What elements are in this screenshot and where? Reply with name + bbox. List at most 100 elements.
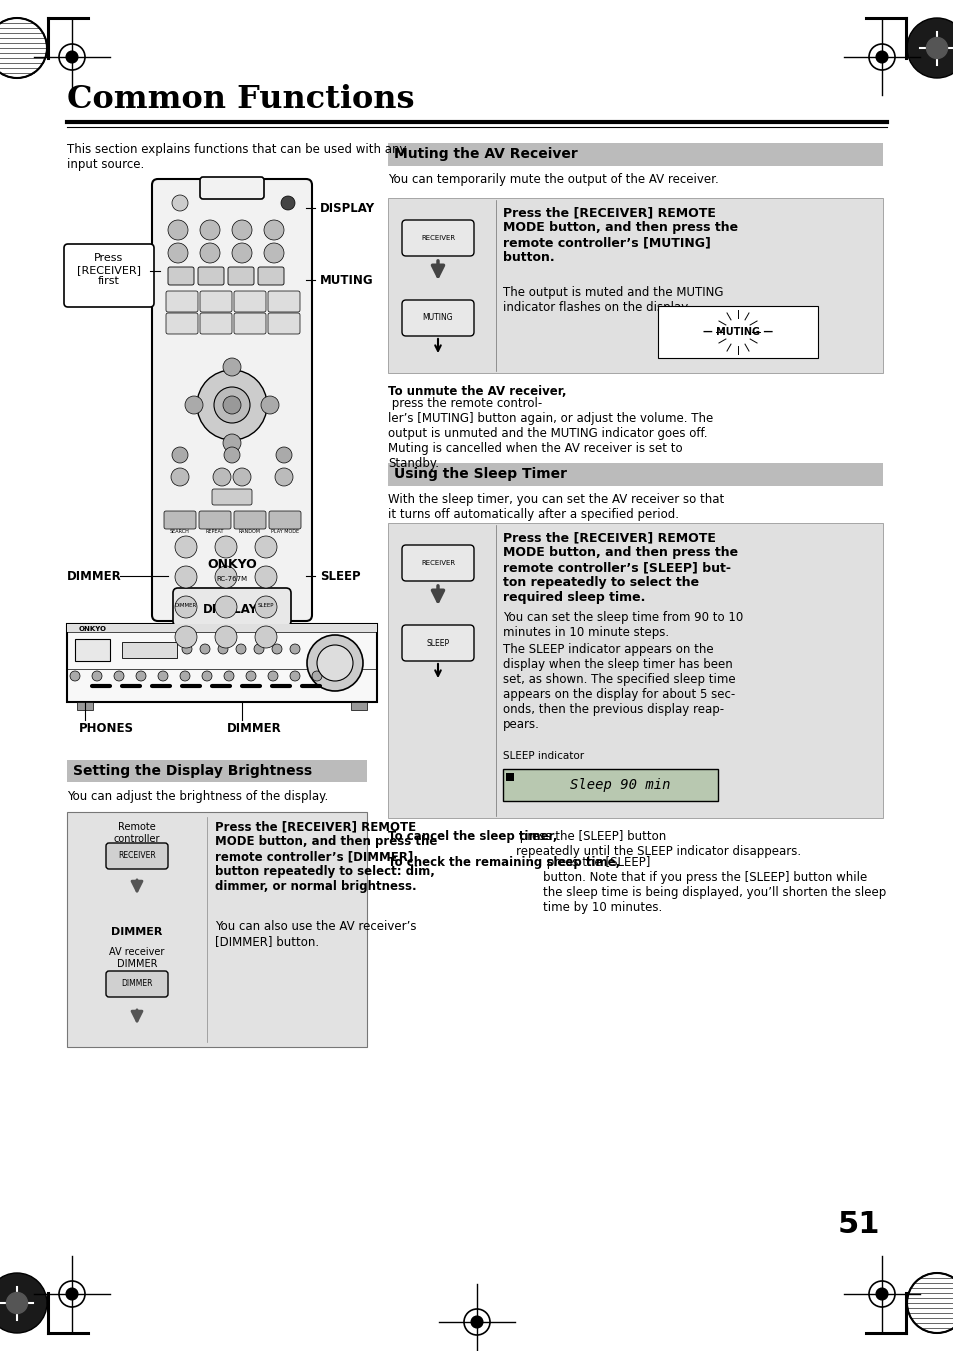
Text: RECEIVER: RECEIVER — [420, 235, 455, 240]
Circle shape — [171, 467, 189, 486]
Circle shape — [168, 220, 188, 240]
Circle shape — [224, 671, 233, 681]
Circle shape — [214, 566, 236, 588]
Circle shape — [253, 644, 264, 654]
Bar — [388, 199, 882, 373]
Text: To check the remaining sleep time,: To check the remaining sleep time, — [388, 857, 619, 869]
Circle shape — [214, 596, 236, 617]
FancyBboxPatch shape — [257, 267, 284, 285]
Circle shape — [200, 644, 210, 654]
Circle shape — [875, 51, 887, 63]
Circle shape — [290, 671, 299, 681]
Circle shape — [875, 1288, 887, 1300]
FancyBboxPatch shape — [233, 313, 266, 334]
Circle shape — [925, 38, 946, 58]
Bar — [658, 305, 817, 358]
Circle shape — [275, 447, 292, 463]
Text: 51: 51 — [837, 1210, 880, 1239]
Text: SEARCH: SEARCH — [170, 530, 190, 534]
Text: The output is muted and the MUTING
indicator flashes on the display.: The output is muted and the MUTING indic… — [502, 286, 722, 313]
Text: ONKYO: ONKYO — [207, 558, 256, 571]
Circle shape — [174, 596, 196, 617]
Circle shape — [268, 671, 277, 681]
FancyBboxPatch shape — [152, 178, 312, 621]
Text: You can adjust the brightness of the display.: You can adjust the brightness of the dis… — [67, 790, 328, 802]
Bar — [67, 624, 376, 632]
Text: DIMMER: DIMMER — [227, 721, 281, 735]
Text: press the remote control-
ler’s [MUTING] button again, or adjust the volume. The: press the remote control- ler’s [MUTING]… — [388, 397, 713, 470]
Circle shape — [307, 635, 363, 690]
Circle shape — [471, 1316, 482, 1328]
Circle shape — [7, 1293, 28, 1313]
Circle shape — [214, 536, 236, 558]
Circle shape — [906, 18, 953, 78]
Circle shape — [218, 644, 228, 654]
Circle shape — [174, 626, 196, 648]
Text: PHONES: PHONES — [79, 721, 133, 735]
FancyBboxPatch shape — [233, 511, 266, 530]
Circle shape — [224, 447, 240, 463]
FancyBboxPatch shape — [164, 511, 195, 530]
Text: press the [SLEEP] button
repeatedly until the SLEEP indicator disappears.: press the [SLEEP] button repeatedly unti… — [516, 830, 801, 858]
Text: This section explains functions that can be used with any
input source.: This section explains functions that can… — [67, 143, 406, 172]
Circle shape — [281, 196, 294, 209]
Text: Press
[RECEIVER]
first: Press [RECEIVER] first — [77, 253, 141, 286]
Circle shape — [254, 536, 276, 558]
Text: DIMMER: DIMMER — [67, 570, 122, 582]
Bar — [502, 769, 718, 801]
Bar — [67, 812, 367, 1047]
Circle shape — [261, 396, 278, 413]
Circle shape — [200, 220, 220, 240]
Circle shape — [233, 467, 251, 486]
Text: SLEEP: SLEEP — [426, 639, 449, 647]
Text: DISPLAY: DISPLAY — [319, 201, 375, 215]
FancyBboxPatch shape — [200, 313, 232, 334]
Bar — [122, 642, 177, 658]
Text: ONKYO: ONKYO — [79, 626, 107, 632]
Circle shape — [264, 220, 284, 240]
Bar — [75, 639, 110, 661]
FancyBboxPatch shape — [200, 290, 232, 312]
FancyBboxPatch shape — [233, 290, 266, 312]
FancyBboxPatch shape — [168, 267, 193, 285]
Text: PLAY MODE: PLAY MODE — [271, 530, 298, 534]
Text: Setting the Display Brightness: Setting the Display Brightness — [73, 765, 312, 778]
FancyBboxPatch shape — [212, 489, 252, 505]
Text: SLEEP: SLEEP — [257, 603, 274, 608]
Circle shape — [174, 536, 196, 558]
Text: SLEEP indicator: SLEEP indicator — [502, 751, 583, 761]
Text: Using the Sleep Timer: Using the Sleep Timer — [394, 467, 566, 481]
Text: AV receiver
DIMMER: AV receiver DIMMER — [110, 947, 165, 969]
Circle shape — [66, 1288, 78, 1300]
Circle shape — [272, 644, 282, 654]
Text: DISPLAY: DISPLAY — [202, 603, 257, 616]
Text: REPEAT: REPEAT — [206, 530, 224, 534]
Text: Remote
controller: Remote controller — [113, 821, 160, 843]
FancyBboxPatch shape — [166, 290, 198, 312]
Text: RANDOM: RANDOM — [239, 530, 261, 534]
FancyBboxPatch shape — [172, 588, 291, 626]
Circle shape — [223, 434, 241, 453]
FancyBboxPatch shape — [198, 267, 224, 285]
Text: — MUTING —: — MUTING — — [702, 327, 772, 336]
Bar — [388, 463, 882, 486]
Text: The SLEEP indicator appears on the
display when the sleep timer has been
set, as: The SLEEP indicator appears on the displ… — [502, 643, 735, 731]
Circle shape — [214, 626, 236, 648]
Text: Press the [RECEIVER] REMOTE
MODE button, and then press the
remote controller’s : Press the [RECEIVER] REMOTE MODE button,… — [214, 820, 436, 893]
Circle shape — [113, 671, 124, 681]
Circle shape — [0, 18, 47, 78]
Text: RC-767M: RC-767M — [216, 576, 247, 582]
FancyBboxPatch shape — [401, 220, 474, 255]
Text: Muting the AV Receiver: Muting the AV Receiver — [394, 147, 578, 161]
Bar — [388, 523, 882, 817]
Text: To cancel the sleep timer,: To cancel the sleep timer, — [388, 830, 557, 843]
Text: Common Functions: Common Functions — [67, 84, 415, 115]
Bar — [388, 143, 882, 166]
Text: RECEIVER: RECEIVER — [118, 851, 155, 861]
Text: With the sleep timer, you can set the AV receiver so that
it turns off automatic: With the sleep timer, you can set the AV… — [388, 493, 723, 521]
FancyBboxPatch shape — [228, 267, 253, 285]
Text: Press the [RECEIVER] REMOTE
MODE button, and then press the
remote controller’s : Press the [RECEIVER] REMOTE MODE button,… — [502, 205, 738, 263]
Circle shape — [91, 671, 102, 681]
Circle shape — [180, 671, 190, 681]
FancyBboxPatch shape — [401, 626, 474, 661]
